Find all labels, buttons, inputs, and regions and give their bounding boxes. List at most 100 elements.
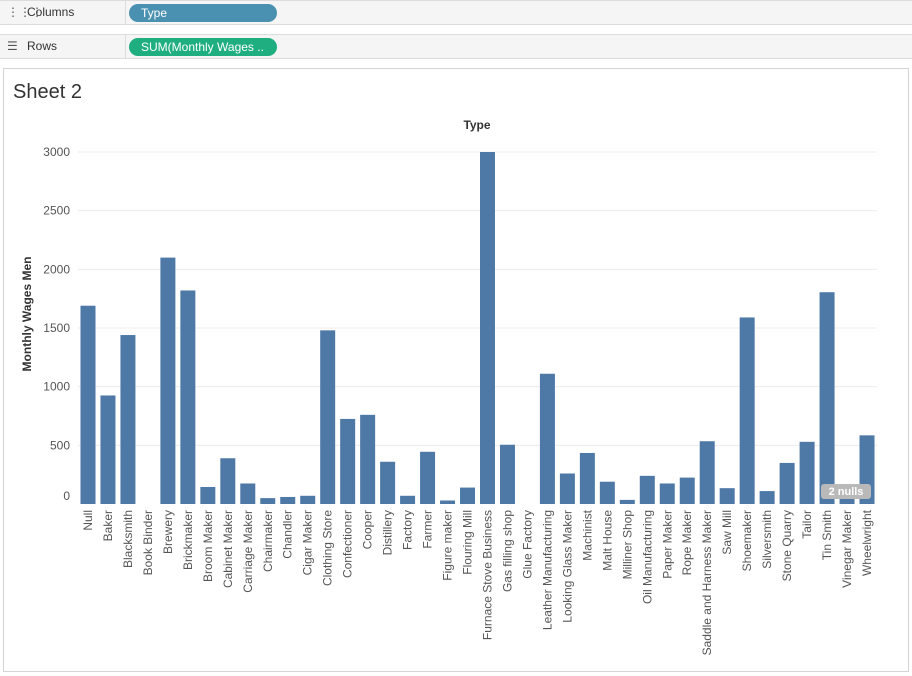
bar[interactable]: [400, 495, 416, 504]
bar[interactable]: [639, 475, 655, 504]
x-tick-label: Brickmaker: [181, 510, 195, 570]
y-tick-label: 0: [63, 489, 70, 503]
x-tick-label: Furnace Stove Business: [480, 510, 494, 640]
bar[interactable]: [579, 452, 595, 504]
y-tick-label: 1500: [43, 321, 70, 335]
bar[interactable]: [739, 317, 755, 504]
x-tick-label: Baker: [101, 510, 115, 541]
bar[interactable]: [280, 496, 296, 504]
null-indicator[interactable]: 2 nulls: [821, 484, 871, 499]
x-tick-label: Figure maker: [441, 510, 455, 581]
x-tick-label: Tailor: [800, 510, 814, 539]
y-tick-label: 2500: [43, 204, 70, 218]
x-tick-label: Brewery: [161, 510, 175, 554]
bar[interactable]: [360, 414, 376, 504]
bar[interactable]: [220, 458, 236, 504]
x-tick-label: Vinegar Maker: [840, 510, 854, 588]
bar[interactable]: [839, 497, 855, 504]
x-tick-label: Distillery: [381, 510, 395, 555]
rows-label: Rows: [27, 39, 58, 53]
bar[interactable]: [420, 451, 436, 504]
bar[interactable]: [300, 495, 316, 504]
bars: [80, 152, 875, 504]
chart-header: Type: [463, 118, 490, 132]
x-tick-label: Confectioner: [341, 510, 355, 578]
x-tick-label: Stone Quarry: [780, 510, 794, 581]
y-axis-title: Monthly Wages Men: [20, 257, 34, 372]
bar[interactable]: [479, 152, 495, 504]
bar[interactable]: [80, 305, 96, 504]
rows-shelf-label: ☰ Rows: [0, 35, 126, 58]
x-tick-label: Glue Factory: [520, 510, 534, 579]
columns-label: Columns: [27, 5, 75, 19]
bar[interactable]: [759, 491, 775, 504]
x-tick-label: Milliner Shop: [620, 510, 634, 580]
x-tick-label: Looking Glass Maker: [560, 510, 574, 623]
y-tick-label: 1000: [43, 380, 70, 394]
bar[interactable]: [599, 481, 615, 504]
sheet-view: Sheet 2: [3, 68, 909, 672]
x-tick-label: Cooper: [361, 510, 375, 549]
bar[interactable]: [819, 292, 835, 504]
bar[interactable]: [659, 483, 675, 504]
bar[interactable]: [539, 373, 555, 504]
x-tick-label: Null: [81, 510, 95, 531]
bar[interactable]: [100, 395, 116, 504]
x-tick-label: Flouring Mill: [461, 510, 475, 575]
x-tick-label: Rope Maker: [680, 510, 694, 575]
x-tick-label: Gas filling shop: [500, 510, 514, 592]
bar[interactable]: [699, 441, 715, 504]
rows-icon: ☰: [7, 39, 18, 53]
bar[interactable]: [440, 500, 456, 504]
bar[interactable]: [679, 477, 695, 504]
bar[interactable]: [180, 290, 196, 504]
x-tick-label: Machinist: [580, 509, 594, 560]
bar[interactable]: [260, 498, 276, 504]
columns-shelf-label: ⋮⋮⋮ Columns: [0, 1, 126, 24]
sheet-title: Sheet 2: [13, 81, 82, 103]
bar[interactable]: [799, 441, 815, 504]
y-axis: 0 500 1000 1500 2000 2500 3000: [43, 145, 70, 503]
x-tick-label: Cigar Maker: [301, 510, 315, 575]
bar[interactable]: [779, 462, 795, 504]
x-tick-label: Clothing Store: [321, 510, 335, 586]
x-tick-label: Shoemaker: [740, 510, 754, 571]
bar[interactable]: [380, 461, 396, 504]
x-tick-label: Oil Manufacturing: [640, 510, 654, 604]
null-indicator-badge: [821, 484, 871, 499]
bar[interactable]: [559, 473, 575, 504]
columns-pill-type[interactable]: Type: [129, 4, 277, 22]
x-tick-label: Blacksmith: [121, 510, 135, 568]
gridlines: [78, 151, 877, 446]
bar[interactable]: [320, 330, 336, 504]
x-tick-label: Chairmaker: [261, 510, 275, 572]
bar[interactable]: [619, 499, 635, 504]
bar[interactable]: [460, 487, 476, 504]
bar[interactable]: [340, 418, 356, 504]
bar[interactable]: [499, 444, 515, 504]
x-tick-label: Silversmith: [760, 510, 774, 569]
columns-shelf: ⋮⋮⋮ Columns Type: [0, 0, 912, 25]
x-tick-label: Leather Manufacturing: [540, 510, 554, 630]
columns-icon: ⋮⋮⋮: [7, 5, 43, 19]
bar[interactable]: [719, 488, 735, 504]
x-tick-label: Broom Maker: [201, 510, 215, 582]
bar[interactable]: [200, 486, 216, 504]
x-tick-label: Malt House: [600, 510, 614, 571]
bar[interactable]: [240, 483, 256, 504]
x-tick-label: Saw Mill: [720, 510, 734, 555]
x-tick-label: Paper Maker: [660, 510, 674, 579]
x-axis: Null Baker Blacksmith Book Binder Brewery Bri…: [81, 509, 874, 655]
null-indicator-label: 2 nulls: [829, 486, 864, 498]
bar[interactable]: [120, 335, 136, 504]
y-tick-label: 500: [50, 438, 70, 452]
bar[interactable]: [160, 257, 176, 504]
x-tick-label: Wheelwright: [860, 509, 874, 576]
x-tick-label: Farmer: [421, 510, 435, 549]
x-tick-label: Cabinet Maker: [221, 510, 235, 588]
x-tick-label: Book Binder: [141, 510, 155, 575]
y-tick-label: 3000: [43, 145, 70, 159]
rows-pill-measure[interactable]: SUM(Monthly Wages ..: [129, 38, 277, 56]
x-tick-label: Saddle and Harness Maker: [700, 510, 714, 655]
